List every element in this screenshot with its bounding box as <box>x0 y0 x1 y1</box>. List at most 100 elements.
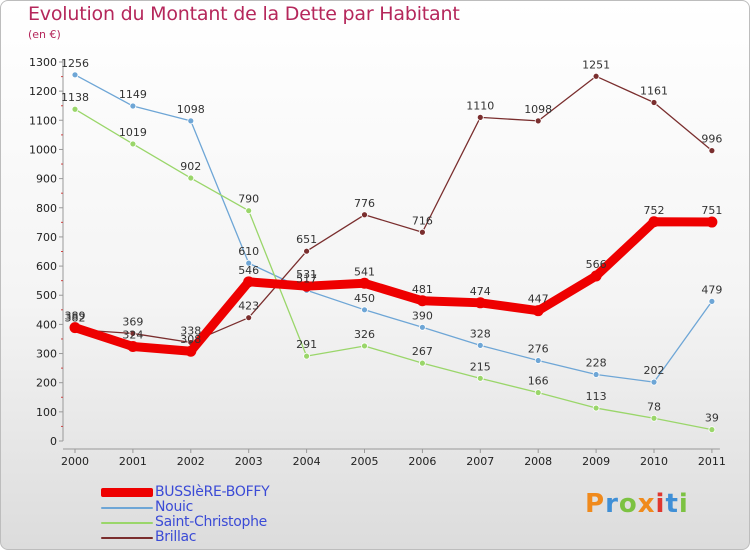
data-point <box>532 305 544 317</box>
data-label: 1251 <box>582 58 610 71</box>
x-tick-label: 2006 <box>408 455 436 468</box>
data-point <box>129 140 137 148</box>
data-point <box>187 174 195 182</box>
data-point <box>187 117 195 125</box>
legend-label: Brillac <box>155 529 197 545</box>
data-label: 566 <box>586 258 607 271</box>
data-label: 328 <box>470 327 491 340</box>
logo-letter: i <box>655 489 666 519</box>
data-label: 267 <box>412 345 433 358</box>
data-label: 751 <box>701 204 722 217</box>
data-point <box>418 359 426 367</box>
chart-title: Evolution du Montant de la Dette par Hab… <box>28 3 460 25</box>
data-point <box>650 378 658 386</box>
data-label: 369 <box>122 315 143 328</box>
legend-label: Nouic <box>155 499 193 515</box>
series-line <box>70 217 717 356</box>
data-point <box>648 216 660 228</box>
data-point <box>416 295 428 307</box>
data-point <box>590 270 602 282</box>
y-tick-label: 800 <box>36 202 57 215</box>
data-point <box>129 330 137 337</box>
data-label: 382 <box>65 312 86 325</box>
y-tick-label: 1300 <box>29 56 57 69</box>
logo-letter: t <box>665 489 679 519</box>
data-label: 1256 <box>61 57 89 70</box>
data-label: 389 <box>65 310 86 323</box>
data-label: 541 <box>354 265 375 278</box>
series-line <box>74 74 713 383</box>
x-tick-label: 2008 <box>524 455 552 468</box>
y-tick-label: 300 <box>36 348 57 361</box>
y-tick-label: 700 <box>36 231 57 244</box>
x-tick-label: 2005 <box>351 455 379 468</box>
legend-swatch <box>101 488 153 497</box>
legend-swatch <box>101 537 153 539</box>
data-label: 996 <box>701 133 722 146</box>
x-tick-label: 2010 <box>640 455 668 468</box>
legend-label: BUSSIèRE-BOFFY <box>155 484 270 500</box>
data-label: 651 <box>296 233 317 246</box>
data-label: 1098 <box>524 103 552 116</box>
data-point <box>418 323 426 331</box>
x-tick-label: 2003 <box>235 455 263 468</box>
logo-letter: x <box>637 489 656 519</box>
data-point <box>243 276 255 288</box>
x-tick-label: 2011 <box>698 455 726 468</box>
data-label: 308 <box>180 333 201 346</box>
x-tick-label: 2002 <box>177 455 205 468</box>
data-label: 1019 <box>119 126 147 139</box>
data-point <box>650 99 658 106</box>
x-tick-label: 2004 <box>293 455 321 468</box>
data-point <box>592 371 600 378</box>
y-tick-label: 1200 <box>29 85 57 98</box>
data-label: 790 <box>238 193 259 206</box>
data-label: 39 <box>705 412 719 425</box>
data-label: 324 <box>122 329 143 342</box>
series-line <box>74 108 713 431</box>
data-label: 291 <box>296 338 317 351</box>
data-label: 902 <box>180 160 201 173</box>
data-label: 716 <box>412 214 433 227</box>
data-label: 610 <box>238 245 259 258</box>
data-label: 450 <box>354 292 375 305</box>
data-label: 1098 <box>177 103 205 116</box>
y-tick-label: 100 <box>36 406 57 419</box>
data-label: 228 <box>586 357 607 370</box>
data-point <box>534 357 542 364</box>
data-point <box>708 147 716 155</box>
data-label: 166 <box>528 375 549 388</box>
data-point <box>301 280 313 292</box>
data-labels: 1256 1149 1098 610 517 450 390 328 276 228 202 479 1… <box>61 57 722 425</box>
proxiti-logo: Proxiti <box>585 489 689 519</box>
y-tick-label: 500 <box>36 289 57 302</box>
chart-subtitle: (en €) <box>28 28 61 41</box>
data-label: 1138 <box>61 91 89 104</box>
data-label: 1110 <box>466 99 494 112</box>
data-point <box>127 341 139 353</box>
data-label: 338 <box>180 324 201 337</box>
data-point <box>708 297 716 305</box>
data-label: 546 <box>238 264 259 277</box>
y-tick-label: 1000 <box>29 143 57 156</box>
data-point <box>303 247 311 255</box>
data-point <box>476 374 484 382</box>
legend-label: Saint-Christophe <box>155 514 267 530</box>
y-tick-label: 1100 <box>29 114 57 127</box>
data-label: 517 <box>296 272 317 285</box>
y-tick-label: 600 <box>36 260 57 273</box>
logo-letter: r <box>605 489 619 519</box>
data-point <box>361 306 368 314</box>
data-point <box>418 228 426 236</box>
series-line <box>74 75 713 344</box>
x-tick-label: 2007 <box>466 455 494 468</box>
data-point <box>476 113 484 121</box>
x-tick-label: 2000 <box>61 455 89 468</box>
data-point <box>129 102 137 110</box>
data-point <box>592 404 600 412</box>
data-point <box>245 207 253 215</box>
data-label: 78 <box>647 400 661 413</box>
data-label: 479 <box>701 283 722 296</box>
data-label: 113 <box>586 390 607 403</box>
